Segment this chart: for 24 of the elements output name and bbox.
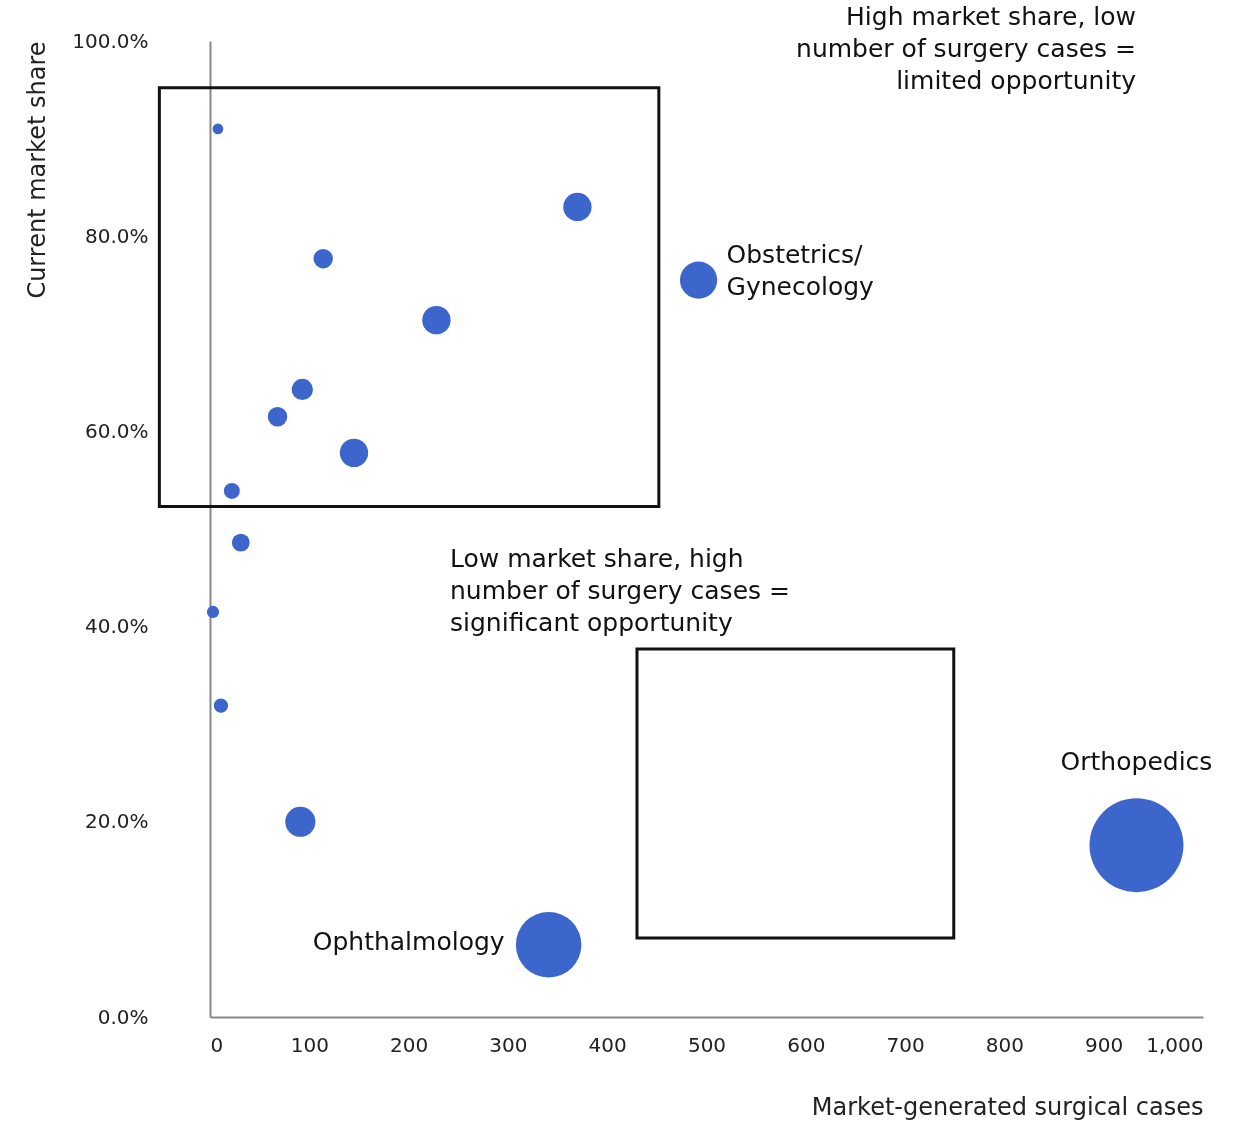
- x-tick-label: 300: [489, 1032, 528, 1057]
- x-tick-label: 600: [787, 1032, 826, 1057]
- annotation: Ophthalmology: [312, 926, 505, 956]
- x-tick-label: 800: [985, 1032, 1024, 1057]
- x-tick-label: 900: [1085, 1032, 1124, 1057]
- y-tick-label: 40.0%: [84, 614, 149, 639]
- y-tick-label: 0.0%: [97, 1004, 149, 1029]
- x-tick-label: 700: [886, 1032, 925, 1057]
- x-tick-label: 200: [390, 1032, 429, 1057]
- y-tick-label: 60.0%: [84, 418, 149, 443]
- annotation: Orthopedics: [1060, 747, 1213, 777]
- y-tick-label: 100.0%: [72, 28, 149, 53]
- annotation: Low market share, high number of surgery cases = significant opportunity: [450, 543, 790, 637]
- x-tick-label: 100: [290, 1032, 329, 1057]
- x-tick-label: 1,000: [1146, 1032, 1204, 1057]
- annotation: High market share, low number of surgery cases = limited opportunity: [796, 2, 1137, 95]
- y-tick-label: 20.0%: [84, 809, 149, 834]
- x-axis-title: Market-generated surgical cases: [811, 1092, 1204, 1121]
- x-tick-label: 0: [210, 1032, 224, 1057]
- y-tick-label: 80.0%: [84, 223, 149, 248]
- x-tick-label: 500: [687, 1032, 727, 1057]
- y-axis-title: Current market share: [23, 41, 52, 299]
- x-tick-label: 400: [588, 1032, 627, 1057]
- annotation: Obstetrics/ Gynecology: [726, 240, 875, 302]
